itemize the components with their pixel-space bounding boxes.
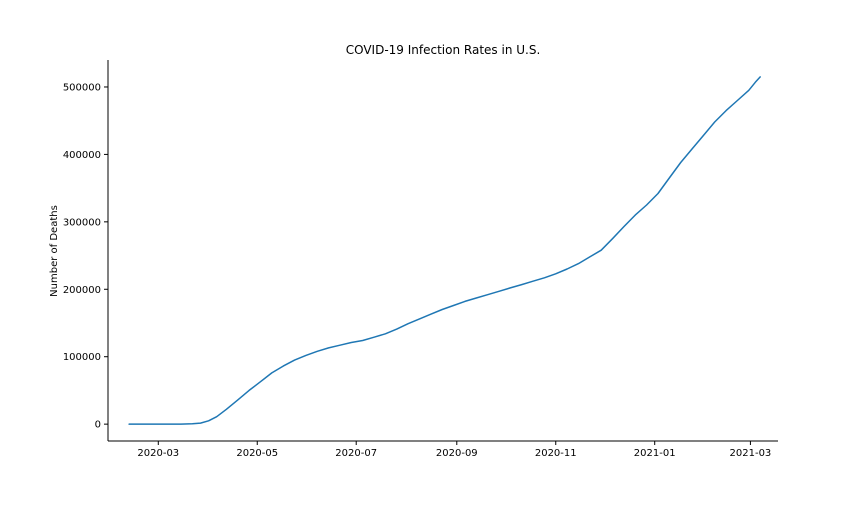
y-axis-label: Number of Deaths [49,205,60,297]
x-tick-label: 2021-03 [730,448,772,459]
x-tick-label: 2021-01 [634,448,676,459]
y-tick-label: 400000 [63,150,101,161]
chart-title: COVID-19 Infection Rates in U.S. [346,43,541,57]
y-tick-label: 500000 [63,82,101,93]
series-layer [128,76,761,425]
x-tick-label: 2020-09 [436,448,478,459]
x-tick-label: 2020-05 [236,448,278,459]
x-tick-label: 2020-11 [535,448,577,459]
y-tick-label: 200000 [63,285,101,296]
ticks: 2020-03 2020-05 2020-07 2020-09 2020-11 2021-… [63,82,772,459]
x-tick-label: 2020-07 [335,448,377,459]
series-line [128,76,761,425]
y-tick-label: 0 [95,420,101,431]
y-tick-label: 300000 [63,217,101,228]
x-tick-label: 2020-03 [137,448,179,459]
axes [107,60,778,442]
y-tick-label: 100000 [63,352,101,363]
